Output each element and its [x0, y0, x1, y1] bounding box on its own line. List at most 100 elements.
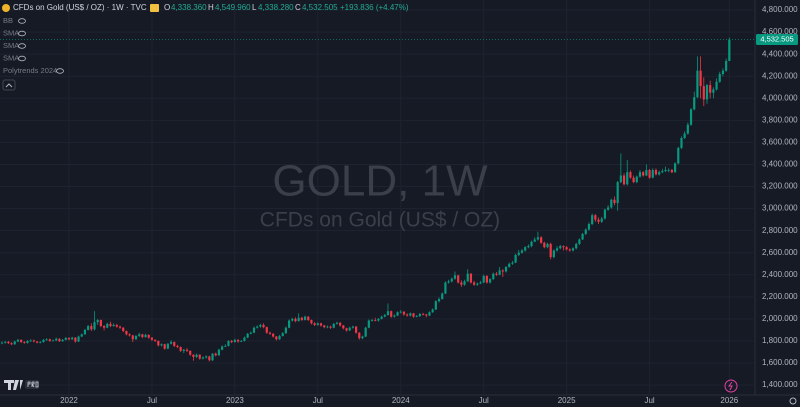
- candle-body: [32, 340, 35, 342]
- candle-body: [406, 314, 409, 316]
- candle-body: [705, 85, 709, 100]
- candle-body: [281, 333, 284, 336]
- candle-body: [396, 312, 399, 316]
- y-tick-label: 1,400.000: [762, 380, 798, 389]
- candle-body: [670, 169, 673, 173]
- candle-body: [300, 317, 303, 320]
- candle-body: [192, 354, 195, 357]
- candle-body: [112, 324, 115, 327]
- candle-body: [555, 248, 559, 251]
- candle-body: [208, 356, 211, 361]
- candle-body: [661, 171, 664, 173]
- watermark-title: GOLD, 1W: [272, 157, 488, 206]
- candle-body: [198, 354, 201, 359]
- candle-body: [571, 248, 575, 251]
- candle-body: [390, 311, 393, 317]
- candle-body: [118, 326, 122, 328]
- y-tick-label: 3,600.000: [762, 138, 798, 147]
- candle-body: [632, 177, 635, 183]
- change: +193.836 (+4.47%): [340, 3, 409, 12]
- high-label: H: [208, 3, 214, 12]
- candle-body: [217, 349, 221, 356]
- candle-body: [256, 326, 259, 328]
- candle-body: [658, 172, 661, 175]
- candle-body: [421, 313, 425, 315]
- candle-body: [284, 327, 288, 334]
- candle-body: [214, 353, 217, 356]
- candle-body: [712, 89, 715, 93]
- candle-body: [511, 262, 514, 264]
- candle-body: [715, 81, 718, 90]
- candle-body: [626, 172, 629, 185]
- candle-body: [144, 334, 147, 338]
- candle-body: [179, 347, 182, 351]
- candle-body: [530, 241, 533, 247]
- candle-body: [584, 229, 587, 234]
- candle-body: [348, 327, 351, 331]
- candle-body: [252, 327, 256, 333]
- candle-body: [540, 237, 543, 243]
- visibility-icon: [18, 18, 26, 24]
- candle-body: [444, 282, 447, 294]
- candle-body: [141, 334, 144, 338]
- candle-body: [115, 324, 118, 327]
- candle-body: [48, 339, 51, 341]
- candle-body: [418, 313, 421, 317]
- candle-body: [138, 334, 141, 336]
- candle-body: [479, 282, 482, 284]
- candle-body: [323, 325, 326, 328]
- y-tick-label: 2,200.000: [762, 292, 798, 301]
- y-tick-label: 4,000.000: [762, 93, 798, 102]
- candle-body: [447, 281, 450, 283]
- x-tick-label: 2026: [720, 396, 738, 405]
- open-label: O: [164, 3, 170, 12]
- y-tick-label: 4,200.000: [762, 71, 798, 80]
- candle-body: [227, 340, 230, 346]
- candle-body: [332, 323, 335, 328]
- candle-body: [122, 327, 125, 332]
- candle-body: [128, 334, 131, 336]
- event-icon[interactable]: [724, 379, 738, 393]
- candle-body: [638, 172, 642, 177]
- candle-body: [651, 169, 654, 178]
- candle-body: [313, 323, 316, 325]
- settings-icon[interactable]: [789, 397, 797, 405]
- candle-body: [224, 345, 227, 347]
- candle-body: [667, 169, 670, 171]
- candle-body: [664, 169, 667, 172]
- candle-body: [718, 74, 721, 82]
- symbol: CFDs on Gold (US$ / OZ) · 1W · TVC: [13, 3, 147, 12]
- candle-body: [16, 339, 20, 342]
- candle-body: [437, 299, 441, 302]
- candle-body: [201, 357, 205, 359]
- candle-body: [591, 215, 594, 225]
- candle-body: [562, 246, 565, 248]
- close-label: C: [295, 3, 301, 12]
- indicators: BB SMA SMA SMA Polytrends 2024: [3, 16, 64, 75]
- indicator-label: Polytrends 2024: [3, 66, 57, 75]
- candle-body: [565, 247, 568, 250]
- candle-body: [383, 315, 386, 317]
- candle-body: [428, 312, 431, 316]
- candle-body: [345, 328, 348, 331]
- candle-body: [221, 346, 224, 350]
- candle-body: [10, 343, 13, 345]
- collapse-button[interactable]: [2, 79, 16, 91]
- candle-body: [64, 337, 67, 340]
- candle-body: [0, 342, 4, 344]
- candle-body: [166, 343, 169, 349]
- candle-body: [319, 323, 323, 326]
- candle-body: [265, 327, 268, 333]
- candle-body: [169, 342, 173, 344]
- candle-body: [106, 323, 109, 328]
- candle-body: [543, 242, 546, 248]
- y-tick-label: 3,800.000: [762, 115, 798, 124]
- candle-body: [291, 318, 294, 321]
- candle-body: [616, 182, 619, 204]
- candle-body: [603, 209, 607, 219]
- candle-body: [61, 339, 64, 342]
- candle-body: [453, 275, 457, 279]
- candle-body: [246, 333, 249, 338]
